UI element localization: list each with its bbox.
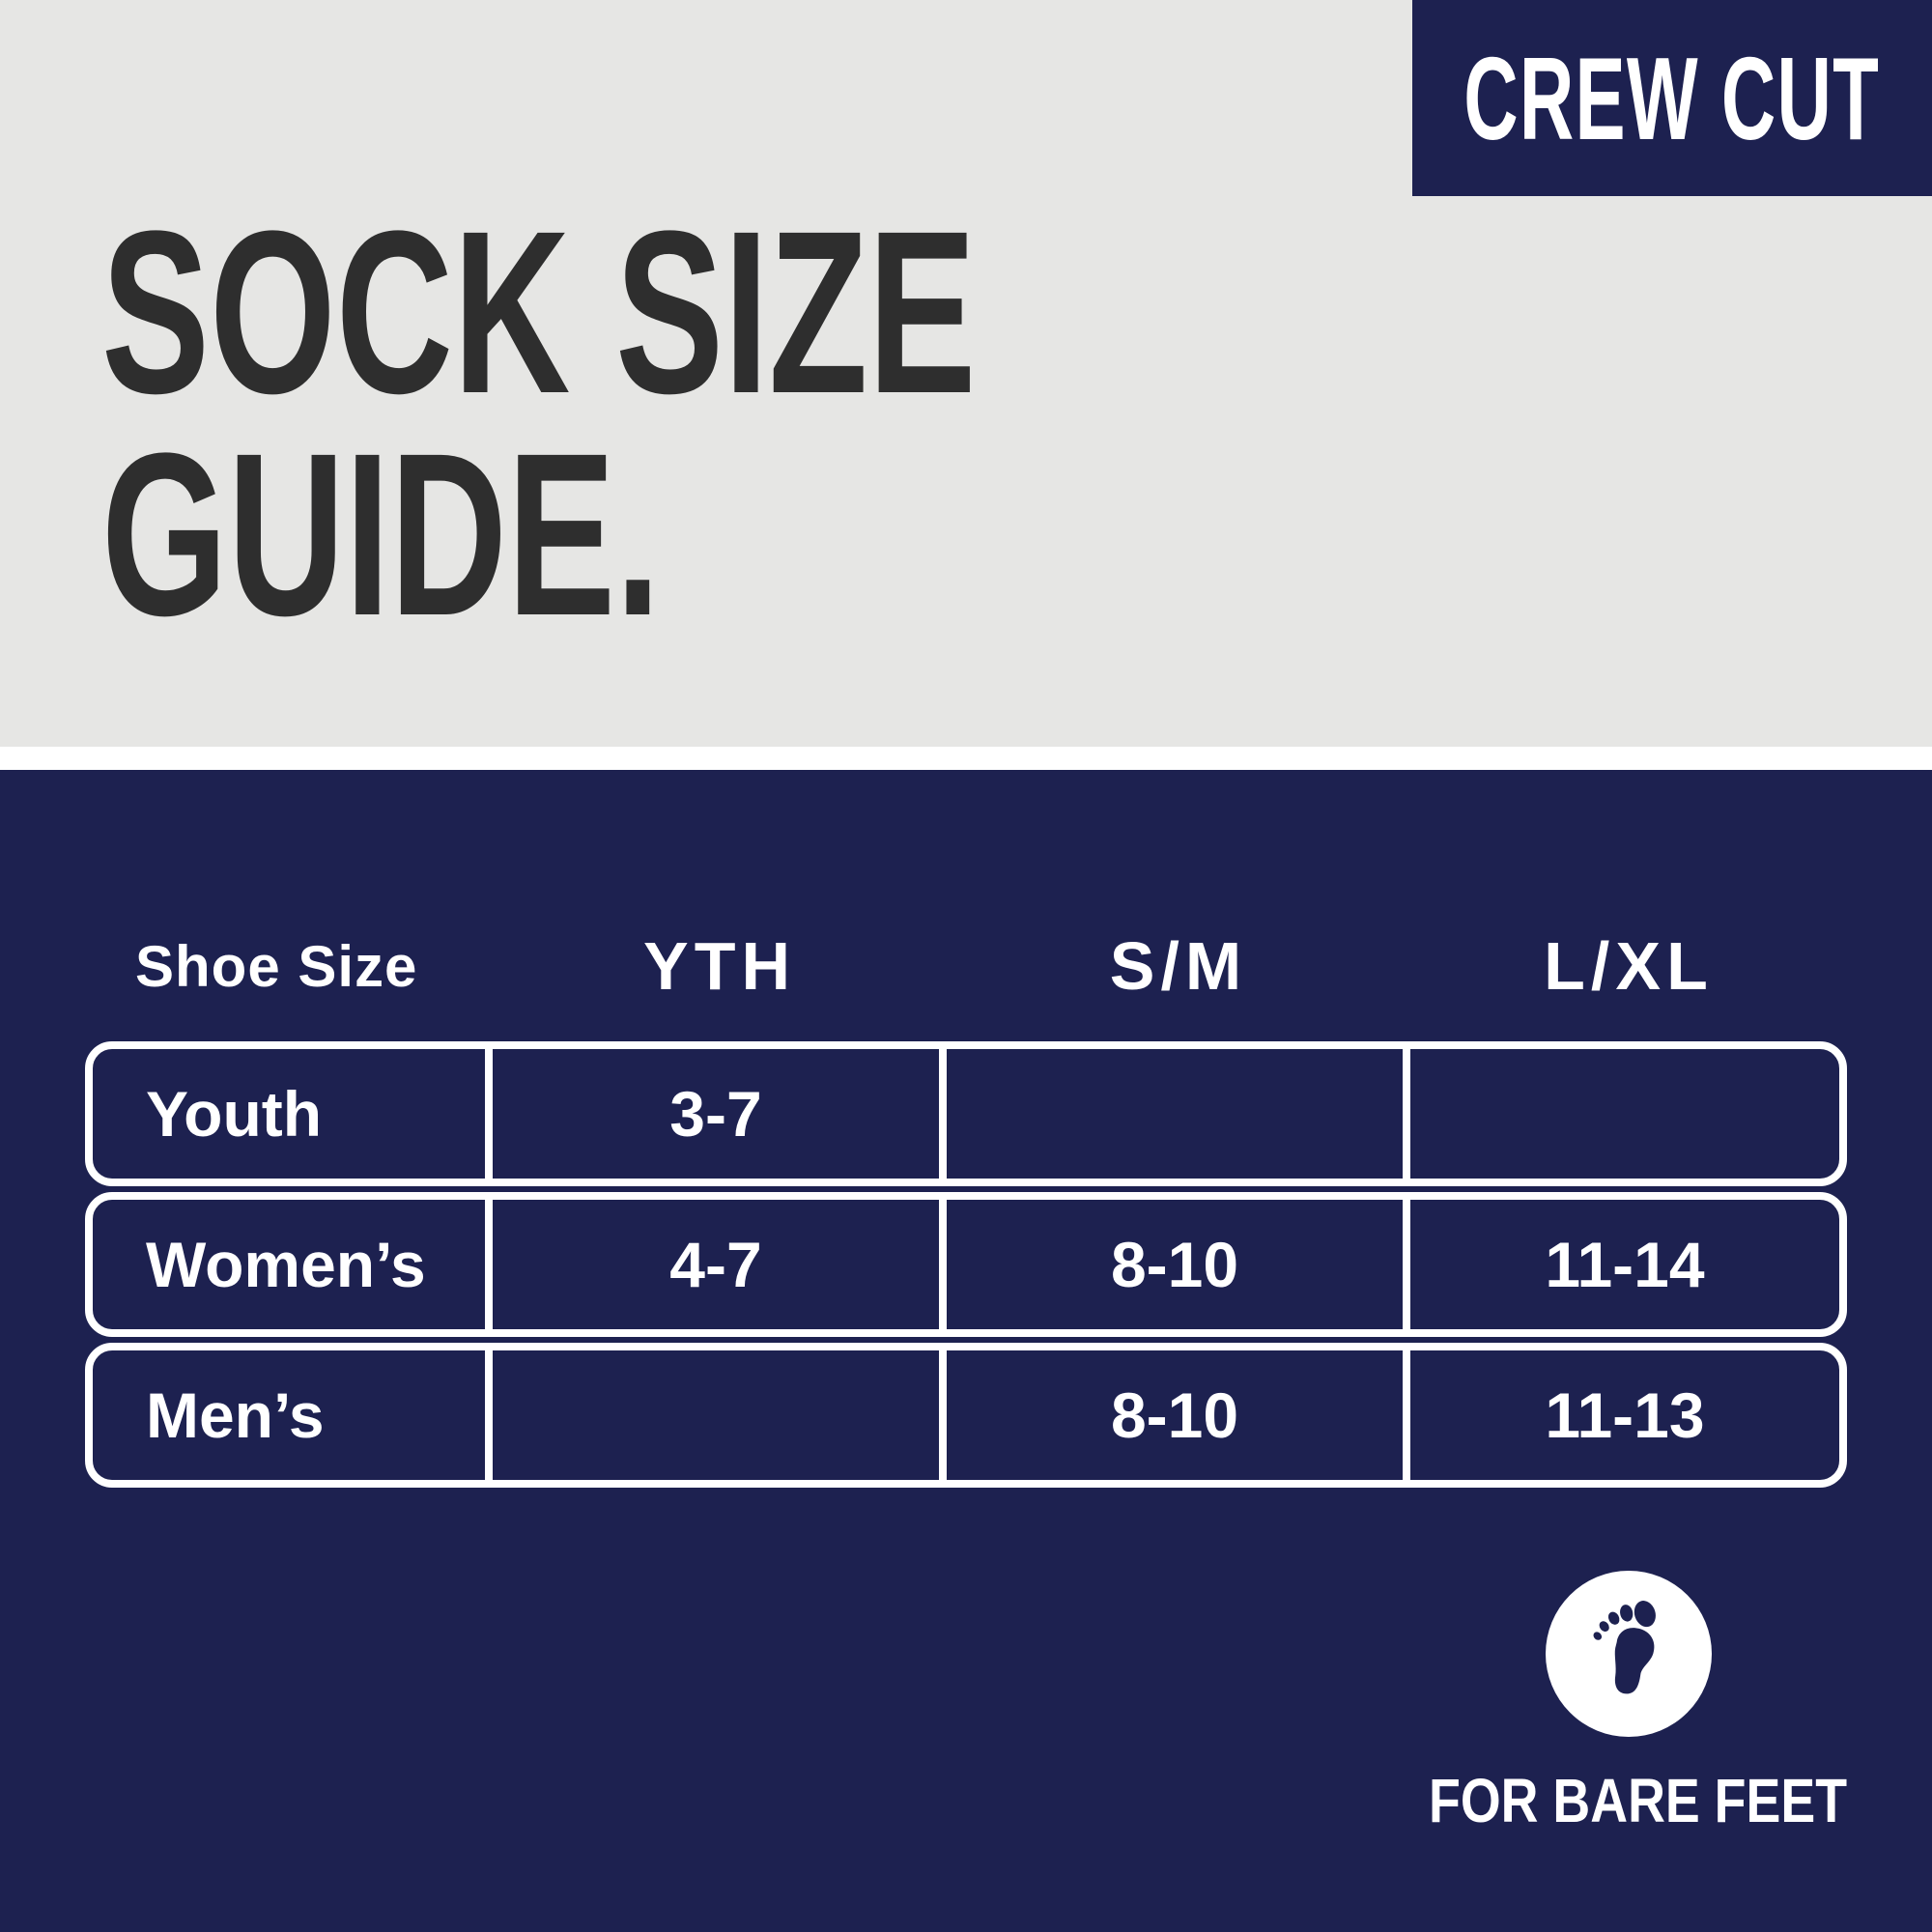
cell-womens-yth: 4-7 [493,1200,947,1329]
table-row-womens: Women’s 4-7 8-10 11-14 [85,1192,1847,1337]
size-table: Youth 3-7 Women’s 4-7 8-10 11-14 Men’s 8… [85,1041,1847,1488]
crew-cut-badge: CREW CUT [1412,0,1932,196]
table-header-row: Shoe Size YTH S/M L/XL [85,916,1847,1016]
cell-womens-lxl: 11-14 [1545,1229,1705,1300]
footprint-icon [1593,1601,1656,1694]
column-header-lxl: L/XL [1544,928,1714,1004]
page-title-line2: GUIDE. [101,405,661,664]
table-row-mens: Men’s 8-10 11-13 [85,1343,1847,1488]
cell-mens-sm: 8-10 [947,1350,1410,1480]
brand-logo [1546,1571,1712,1737]
cell-youth-sm [947,1049,1410,1179]
row-label: Youth [93,1049,493,1179]
row-label: Men’s [93,1350,493,1480]
table-row-youth: Youth 3-7 [85,1041,1847,1186]
badge-label: CREW CUT [1463,32,1881,164]
page-title-line1: SOCK SIZE [101,183,977,441]
cell-womens-sm: 8-10 [947,1200,1410,1329]
page-title: SOCK SIZE GUIDE. [101,183,977,664]
cell-mens-yth [493,1350,947,1480]
cell-youth-lxl [1410,1049,1839,1179]
section-divider [0,747,1932,770]
cell-youth-yth: 3-7 [493,1049,947,1179]
row-label: Women’s [93,1200,493,1329]
column-header-sm: S/M [1109,928,1248,1004]
column-header-shoe-size: Shoe Size [135,933,418,999]
cell-mens-lxl: 11-13 [1545,1379,1705,1451]
column-header-yth: YTH [643,928,796,1004]
brand-name: FOR BARE FEET [1429,1766,1848,1835]
